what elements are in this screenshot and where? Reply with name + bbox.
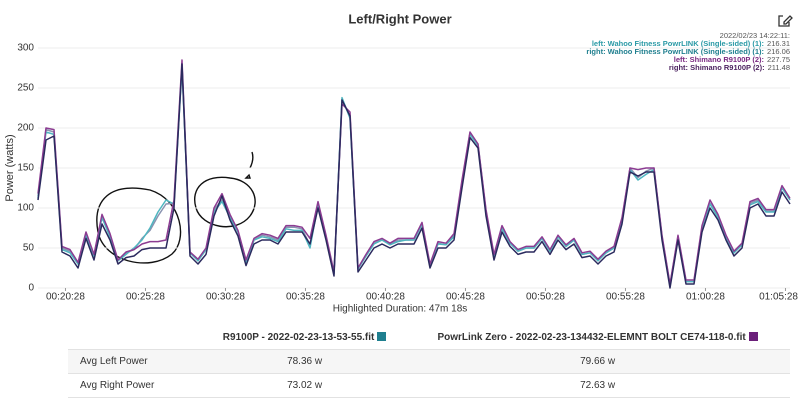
legend-value: 216.06 xyxy=(767,47,790,56)
cell: 72.63 w xyxy=(405,373,790,398)
corner-cell xyxy=(68,326,204,350)
y-tick-label: 0 xyxy=(28,283,34,294)
x-tick-label: 00:25:28 xyxy=(126,292,165,303)
x-tick-label: 01:05:28 xyxy=(759,292,798,303)
legend-name: right: Shimano R9100P (2): xyxy=(669,63,765,72)
legend-name: left: Wahoo Fitness PowrLINK (Single-sid… xyxy=(592,39,764,48)
cell: 73.02 w xyxy=(204,373,406,398)
x-tick-label: 00:30:28 xyxy=(206,292,245,303)
legend-value: 227.75 xyxy=(767,55,790,64)
legend-name: right: Wahoo Fitness PowrLINK (Single-si… xyxy=(586,47,764,56)
x-tick-label: 00:40:28 xyxy=(366,292,405,303)
series-line xyxy=(37,64,791,287)
column-swatch xyxy=(377,332,387,341)
row-label: Avg Left Power xyxy=(68,349,204,374)
column-name: PowrLink Zero - 2022-02-23-134432-ELEMNT… xyxy=(437,332,746,343)
x-tick-label: 01:00:28 xyxy=(686,292,725,303)
x-tick-label: 00:35:28 xyxy=(286,292,325,303)
hand-annotations xyxy=(96,151,256,264)
y-tick-label: 250 xyxy=(17,83,34,94)
y-tick-label: 150 xyxy=(17,163,34,174)
y-tick-label: 100 xyxy=(17,203,34,214)
y-tick-label: 300 xyxy=(17,43,34,54)
summary-table: R9100P - 2022-02-23-13-53-55.fit PowrLin… xyxy=(68,326,790,398)
y-tick-label: 50 xyxy=(23,243,35,254)
x-tick-label: 00:20:28 xyxy=(46,292,85,303)
series-line xyxy=(37,67,791,287)
row-label: Avg Right Power xyxy=(68,373,204,398)
legend-name: left: Shimano R9100P (2): xyxy=(674,55,764,64)
x-axis-label: Highlighted Duration: 47m 18s xyxy=(333,304,468,315)
x-tick-label: 00:55:28 xyxy=(606,292,645,303)
legend-entry: right: Wahoo Fitness PowrLINK (Single-si… xyxy=(586,47,790,56)
y-axis-label: Power (watts) xyxy=(4,134,16,201)
column-header: R9100P - 2022-02-23-13-53-55.fit xyxy=(204,326,406,350)
edit-icon[interactable] xyxy=(778,15,793,27)
column-header: PowrLink Zero - 2022-02-23-134432-ELEMNT… xyxy=(405,326,790,350)
chart-title: Left/Right Power xyxy=(348,11,451,26)
legend-title: 2022/02/23 14:22:11: xyxy=(720,31,790,40)
column-name: R9100P - 2022-02-23-13-53-55.fit xyxy=(222,332,375,343)
legend-entry: right: Shimano R9100P (2): 211.48 xyxy=(669,63,790,72)
legend-value: 211.48 xyxy=(768,63,790,72)
y-tick-label: 200 xyxy=(17,123,34,134)
series-line xyxy=(37,63,791,289)
series-line xyxy=(37,59,791,285)
cell: 79.66 w xyxy=(405,349,790,374)
legend-value: 216.31 xyxy=(767,39,790,48)
legend-entry: left: Wahoo Fitness PowrLINK (Single-sid… xyxy=(592,39,790,48)
x-tick-label: 00:50:28 xyxy=(526,292,565,303)
x-tick-label: 00:45:28 xyxy=(446,292,485,303)
cell: 78.36 w xyxy=(204,349,406,374)
legend-entry: left: Shimano R9100P (2): 227.75 xyxy=(674,55,790,64)
column-swatch xyxy=(748,332,758,341)
